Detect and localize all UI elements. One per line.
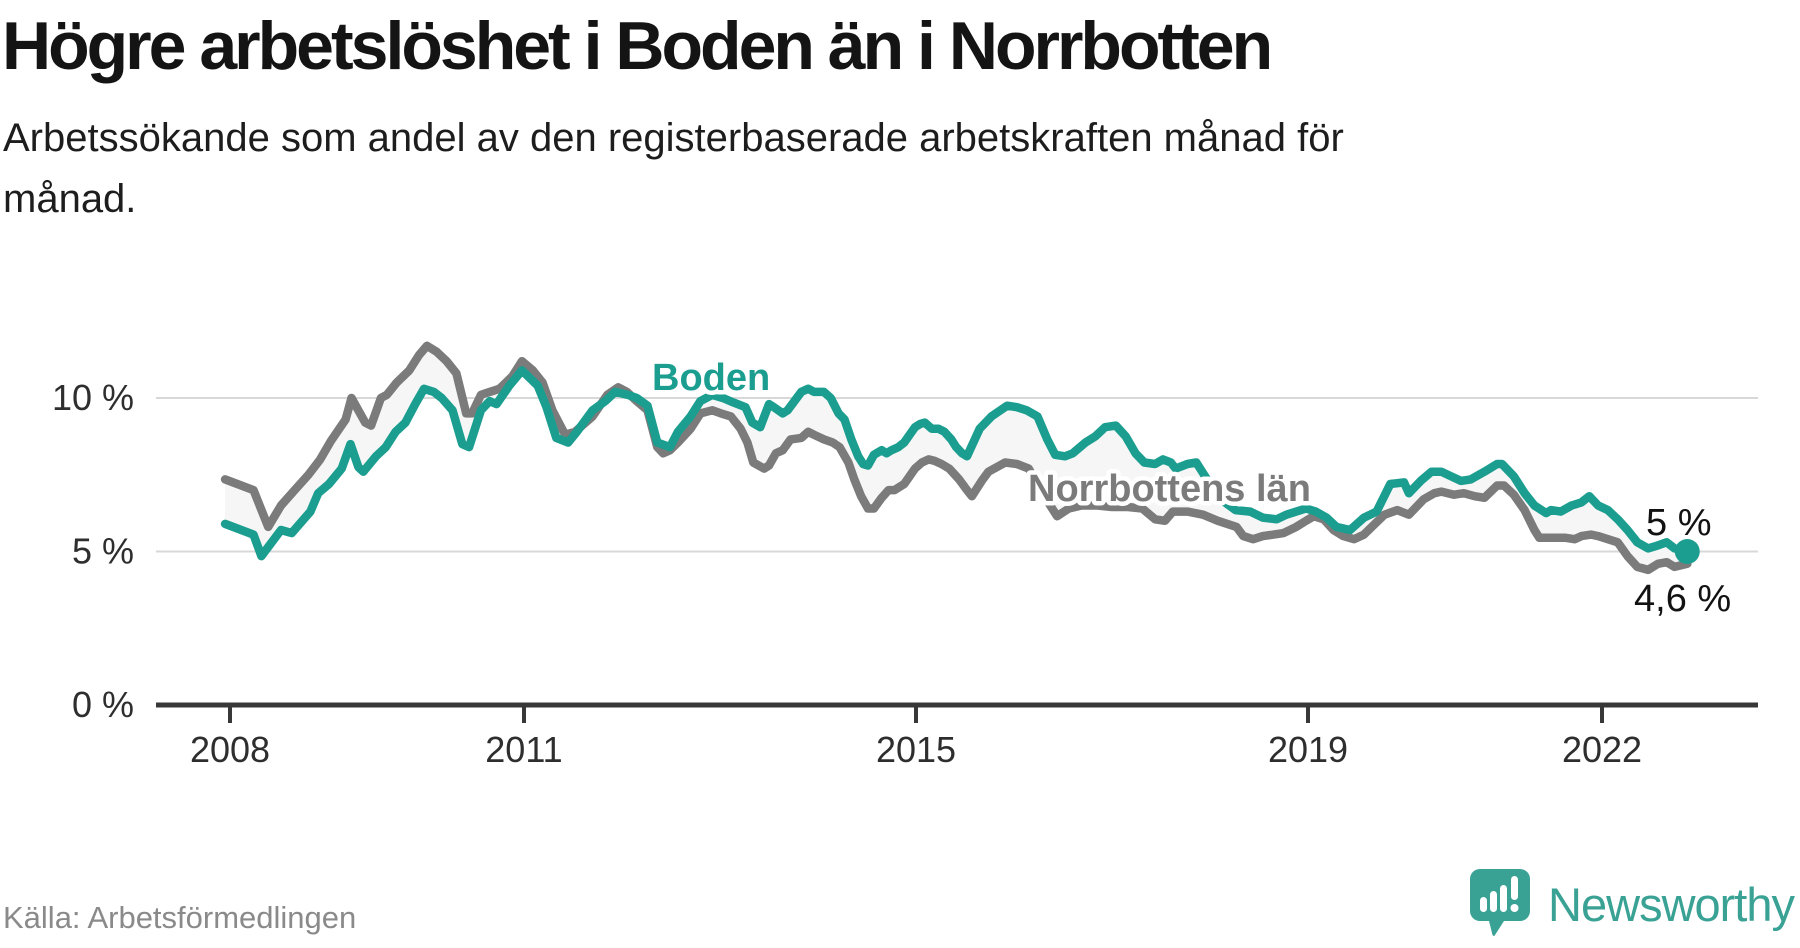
boden-line — [220, 366, 1692, 561]
newsworthy-brand: Newsworthy — [1468, 867, 1795, 942]
difference-band — [225, 345, 1688, 570]
x-tick-label: 2019 — [1268, 729, 1348, 770]
x-tick-label: 2008 — [190, 729, 270, 770]
exclamation-dot — [1510, 904, 1519, 912]
newsworthy-logo-icon — [1468, 867, 1532, 942]
x-tick-label: 2015 — [876, 729, 956, 770]
page-title: Högre arbetslöshet i Boden än i Norrbott… — [2, 8, 1273, 84]
bar-medium — [1490, 891, 1498, 912]
source-note: Källa: Arbetsförmedlingen — [3, 900, 357, 935]
y-tick-label: 0 % — [72, 684, 134, 725]
norrbotten-series-label: Norrbottens län — [1028, 468, 1311, 510]
boden-series-label: Boden — [652, 357, 770, 399]
x-tick-label: 2011 — [485, 729, 562, 770]
x-tick-label: 2022 — [1562, 729, 1642, 770]
end-dot — [1674, 539, 1700, 564]
norrbotten-line — [220, 341, 1692, 575]
y-tick-label: 10 % — [52, 377, 134, 418]
newsworthy-wordmark: Newsworthy — [1548, 878, 1795, 931]
exclamation-bar — [1511, 876, 1519, 900]
page-subtitle: Arbetssökande som andel av den registerb… — [3, 116, 1344, 221]
end-value-label-norrbotten: 4,6 % — [1634, 578, 1731, 620]
bar-small — [1480, 897, 1488, 912]
y-tick-label: 5 % — [72, 531, 134, 572]
end-value-label-boden: 5 % — [1646, 502, 1711, 544]
bar-large — [1500, 885, 1508, 912]
